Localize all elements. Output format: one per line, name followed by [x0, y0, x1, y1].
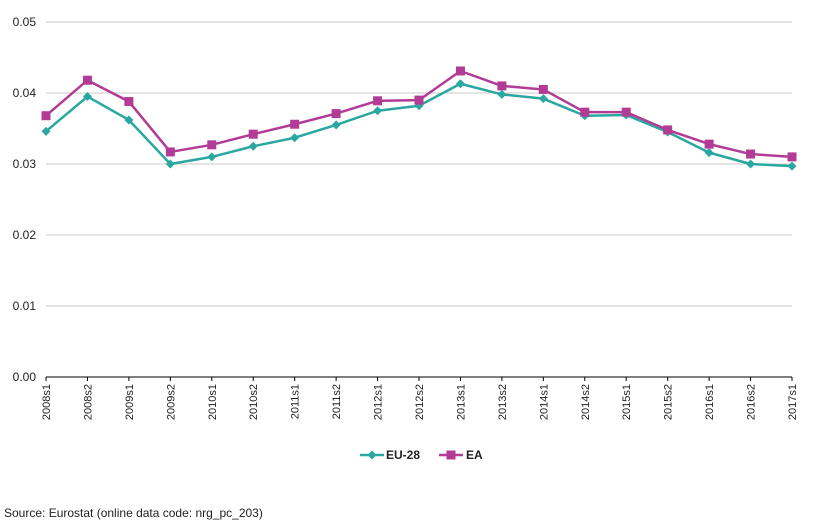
- data-point-ea: [165, 147, 175, 157]
- x-axis: 2008s1 2008s2 2009s1 2009s2 2010s1 2010s2 2011…: [41, 377, 799, 420]
- data-point-ea: [663, 125, 673, 135]
- line-chart: 0.000.010.020.030.040.05 2008s1 2008s2 200…: [13, 15, 799, 462]
- data-point-eu-28: [455, 79, 465, 89]
- data-point-eu-28: [746, 159, 756, 169]
- gridlines: [46, 21, 792, 378]
- x-tick-label: 2010s2: [248, 384, 260, 420]
- data-point-ea: [621, 107, 631, 117]
- data-point-eu-28: [331, 120, 341, 130]
- x-tick-label: 2008s1: [41, 384, 53, 420]
- data-point-ea: [580, 107, 590, 117]
- x-tick-label: 2012s2: [414, 384, 426, 420]
- x-tick-label: 2012s1: [373, 384, 385, 420]
- data-point-ea: [248, 129, 258, 139]
- legend-item-ea: EA: [439, 448, 483, 462]
- x-tick-label: 2009s1: [124, 384, 136, 420]
- data-point-eu-28: [704, 148, 714, 158]
- legend: EU-28 EA: [360, 448, 483, 462]
- data-point-eu-28: [207, 152, 217, 162]
- data-point-eu-28: [165, 159, 175, 169]
- legend-marker: [367, 450, 377, 460]
- legend-label: EA: [466, 448, 483, 462]
- data-point-ea: [704, 139, 714, 149]
- x-tick-label: 2013s1: [455, 384, 467, 420]
- data-point-ea: [497, 81, 507, 91]
- y-tick-label: 0.00: [13, 370, 37, 384]
- legend-item-eu-28: EU-28: [360, 448, 420, 462]
- data-point-ea: [82, 75, 92, 85]
- data-point-ea: [787, 152, 797, 162]
- x-tick-label: 2016s1: [704, 384, 716, 420]
- y-tick-label: 0.02: [13, 228, 37, 242]
- data-point-eu-28: [41, 126, 51, 136]
- x-tick-label: 2008s2: [82, 384, 94, 420]
- y-tick-label: 0.01: [13, 299, 37, 313]
- legend-label: EU-28: [386, 448, 420, 462]
- x-tick-label: 2015s1: [621, 384, 633, 420]
- data-point-eu-28: [124, 115, 134, 125]
- y-tick-label: 0.04: [13, 86, 37, 100]
- data-point-eu-28: [497, 89, 507, 99]
- data-point-ea: [41, 111, 51, 121]
- x-tick-label: 2011s2: [331, 384, 343, 419]
- y-tick-label: 0.05: [13, 15, 37, 29]
- x-tick-label: 2015s2: [663, 384, 675, 420]
- data-point-ea: [746, 149, 756, 159]
- x-tick-label: 2009s2: [165, 384, 177, 420]
- series-group: [41, 66, 797, 171]
- series-ea: [41, 66, 797, 162]
- data-point-ea: [207, 140, 217, 150]
- x-tick-label: 2013s2: [497, 384, 509, 420]
- data-point-eu-28: [248, 141, 258, 151]
- y-tick-label: 0.03: [13, 157, 37, 171]
- data-point-ea: [290, 119, 300, 129]
- data-point-ea: [373, 96, 383, 106]
- data-point-ea: [414, 95, 424, 105]
- data-point-ea: [455, 66, 465, 76]
- x-tick-label: 2010s1: [207, 384, 219, 420]
- data-point-ea: [331, 109, 341, 119]
- series-line-ea: [45, 69, 793, 159]
- data-point-eu-28: [787, 161, 797, 171]
- data-point-eu-28: [82, 92, 92, 102]
- y-axis: 0.00 0.01 0.02 0.03 0.04 0.05: [13, 15, 37, 384]
- x-tick-label: 2017s1: [787, 384, 799, 420]
- data-point-ea: [124, 97, 134, 107]
- source-note: Source: Eurostat (online data code: nrg_…: [4, 506, 263, 520]
- data-point-eu-28: [290, 133, 300, 143]
- x-tick-label: 2016s2: [746, 384, 758, 420]
- x-tick-label: 2014s2: [580, 384, 592, 420]
- data-point-ea: [538, 84, 548, 94]
- data-point-eu-28: [373, 106, 383, 116]
- x-tick-label: 2011s1: [290, 384, 302, 419]
- x-tick-label: 2014s1: [538, 384, 550, 420]
- legend-marker: [446, 450, 456, 460]
- data-point-eu-28: [538, 94, 548, 104]
